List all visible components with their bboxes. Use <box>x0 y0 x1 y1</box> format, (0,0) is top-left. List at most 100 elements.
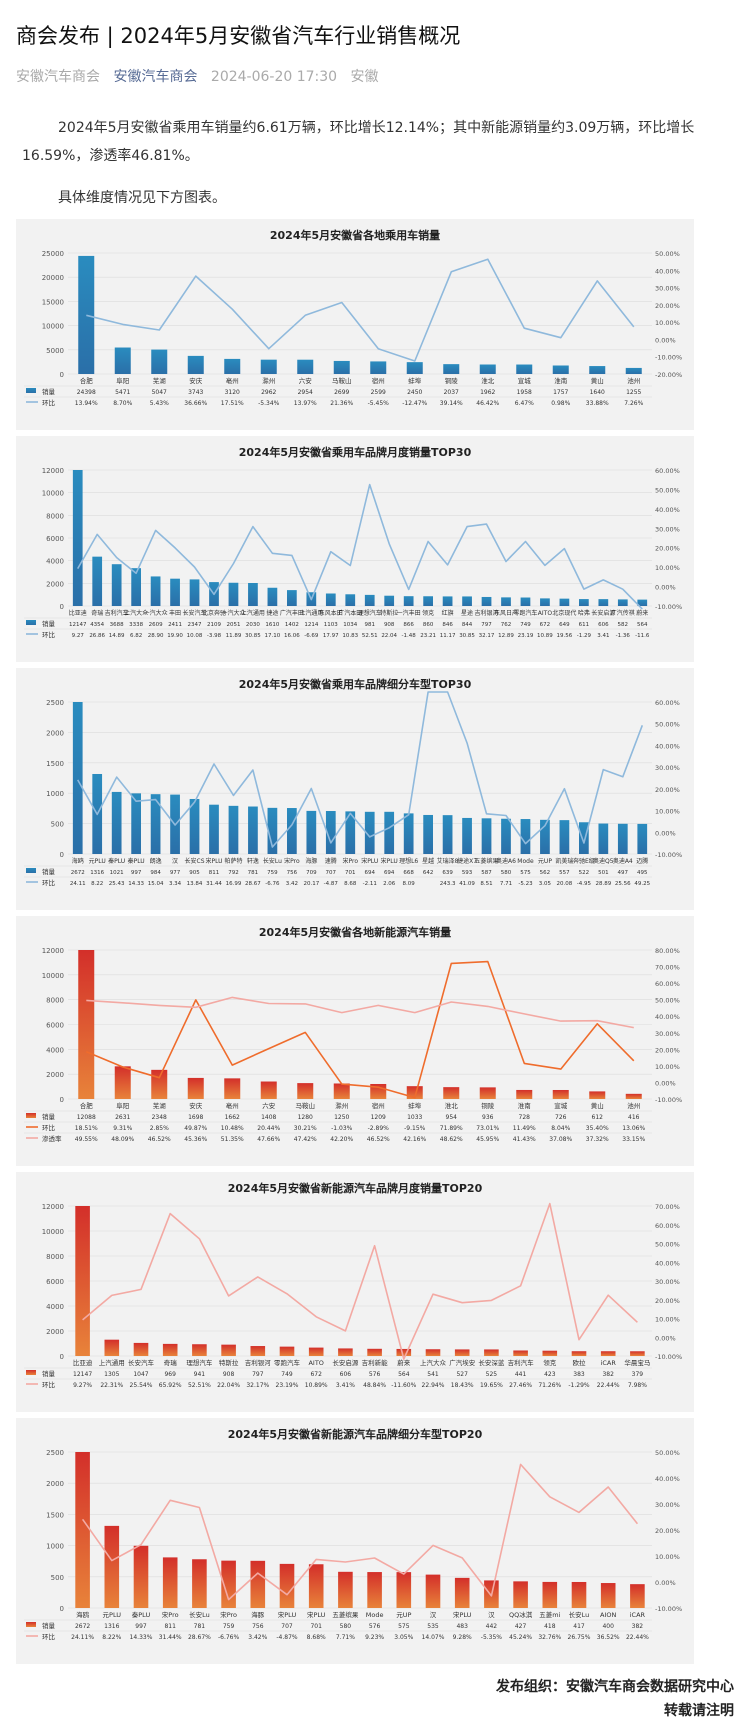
data-label: 1047 <box>133 1371 148 1378</box>
bar <box>617 823 628 854</box>
category-label: 轩逸 <box>247 857 259 865</box>
category-label: 蚌埠 <box>408 1101 422 1110</box>
bar <box>540 598 550 606</box>
data-label: 9.27% <box>73 1382 92 1389</box>
category-label: 宋PLU <box>453 1610 472 1619</box>
data-label: 25.54% <box>130 1382 153 1389</box>
bar <box>104 1339 120 1356</box>
bar <box>403 813 414 854</box>
data-label: 382 <box>632 1623 644 1630</box>
category-label: 淮北 <box>481 376 495 385</box>
bar <box>224 1078 241 1099</box>
chart-title: 2024年5月安徽省各地新能源汽车销量 <box>259 925 451 939</box>
bar <box>72 702 83 854</box>
y2-tick-label: -10.00% <box>655 851 682 859</box>
category-label: 北京奔驰 <box>202 609 226 617</box>
category-label: 淮南 <box>554 376 568 385</box>
category-label: 海豚 <box>251 1610 264 1619</box>
category-label: 海豚 <box>305 857 317 865</box>
data-label: 28.89 <box>595 881 611 887</box>
data-label: 3.42 <box>286 881 298 887</box>
data-label: 562 <box>540 870 551 876</box>
data-label: 792 <box>228 870 239 876</box>
data-label: 8.68 <box>344 881 357 887</box>
bar <box>559 598 570 606</box>
data-label: 11.17 <box>440 633 456 639</box>
data-label: 47.42% <box>294 1136 317 1143</box>
data-label: 797 <box>481 622 492 628</box>
category-label: 安庆 <box>189 1101 203 1110</box>
y2-tick-label: 40.00% <box>655 1475 680 1483</box>
bar <box>454 1349 470 1356</box>
data-label: 13.84 <box>187 881 203 887</box>
bar <box>111 791 122 854</box>
data-label: 997 <box>131 870 142 876</box>
y-tick-label: 6000 <box>46 1022 64 1030</box>
bar <box>209 804 219 854</box>
data-label: -4.95 <box>577 881 592 887</box>
bar <box>151 1069 168 1099</box>
category-label: Mode <box>366 1611 384 1619</box>
bar <box>589 366 606 374</box>
data-label: 525 <box>486 1371 498 1378</box>
data-label: 28.90 <box>148 633 164 639</box>
data-label: 781 <box>194 1623 206 1630</box>
bar <box>571 1351 587 1356</box>
y2-tick-label: 10.00% <box>655 808 680 816</box>
data-label: 1033 <box>407 1114 422 1121</box>
bar <box>367 1572 382 1608</box>
bar <box>384 811 395 854</box>
data-label: 383 <box>573 1371 585 1378</box>
data-label: 49.55% <box>75 1136 98 1143</box>
data-label: 749 <box>281 1371 293 1378</box>
data-label: 564 <box>398 1371 410 1378</box>
data-label: 379 <box>632 1371 644 1378</box>
data-label: 1214 <box>304 622 318 628</box>
data-label: 15.04 <box>148 881 164 887</box>
data-label: 701 <box>310 1623 322 1630</box>
y-tick-label: 1000 <box>46 1543 64 1551</box>
series-line <box>86 258 635 362</box>
legend-label: 销量 <box>42 867 56 876</box>
bar <box>423 596 433 606</box>
chart-svg: 2024年5月安徽省各地乘用车销量 0 5000 10000 15000 20000 250… <box>24 228 682 407</box>
account-link[interactable]: 安徽汽车商会 <box>113 69 198 85</box>
data-label: -1.03% <box>331 1125 353 1132</box>
category-label: 帕萨特 <box>224 857 242 865</box>
data-label: 47.66% <box>257 1136 280 1143</box>
data-label: 749 <box>520 622 531 628</box>
y2-tick-label: 20.00% <box>655 786 680 794</box>
category-label: 秦PLU <box>132 1610 151 1619</box>
data-label: 19.90 <box>167 633 183 639</box>
category-label: 奥迪A6 <box>496 857 516 865</box>
data-label: 8.51 <box>480 881 492 887</box>
category-label: 马鞍山 <box>332 376 352 385</box>
data-label: 4354 <box>90 622 104 628</box>
y2-tick-label: 0.00% <box>655 1579 676 1587</box>
data-label: -1.36 <box>616 633 631 639</box>
y-tick-label: 10000 <box>42 972 64 980</box>
bar <box>131 568 141 606</box>
data-label: 3743 <box>188 389 203 396</box>
y2-tick-label: 50.00% <box>655 721 680 729</box>
bar <box>170 578 180 606</box>
chart-title: 2024年5月安徽省乘用车品牌细分车型TOP30 <box>239 677 472 691</box>
bar <box>287 590 297 606</box>
category-label: 比亚迪 <box>69 609 87 617</box>
category-label: 池州 <box>627 376 640 385</box>
category-label: 奇瑞 <box>91 609 103 617</box>
category-label: 上汽通用 <box>299 609 323 617</box>
bar <box>308 1564 324 1608</box>
bar <box>338 1571 353 1608</box>
data-label: 2599 <box>371 389 386 396</box>
data-label: 12147 <box>69 622 87 628</box>
data-label: 18.51% <box>75 1125 98 1132</box>
category-label: 上汽通用 <box>241 609 265 617</box>
chart-brand-nev: 2024年5月安徽省新能源汽车品牌月度销量TOP20 0 2000 4000 6000 8… <box>16 1172 694 1412</box>
data-label: 71.26% <box>538 1382 561 1389</box>
data-label: 1021 <box>110 870 124 876</box>
data-label: 41.09 <box>459 881 475 887</box>
category-label: 汉 <box>172 857 178 865</box>
data-label: 541 <box>427 1371 439 1378</box>
bar <box>481 818 492 854</box>
